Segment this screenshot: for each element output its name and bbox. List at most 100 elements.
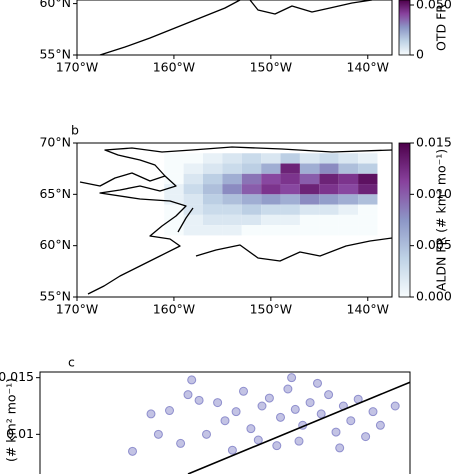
heat-cell — [203, 153, 223, 164]
heat-cell — [338, 173, 359, 185]
map-frame — [76, 0, 393, 56]
heat-cell — [164, 225, 184, 236]
colorbar — [398, 0, 411, 56]
heat-cell — [222, 184, 242, 195]
heat-cell — [319, 184, 339, 195]
y-tick-label: 65°N — [39, 186, 71, 201]
x-tick-label: 150°W — [250, 302, 292, 317]
heat-cell — [261, 225, 281, 236]
heat-cell — [338, 225, 359, 236]
heat-cell — [319, 214, 339, 226]
heat-cell — [319, 173, 339, 185]
scatter-point — [231, 407, 241, 417]
scatter-point — [283, 384, 293, 394]
scatter-point — [183, 390, 193, 400]
heat-cell — [280, 225, 300, 236]
colorbar — [398, 142, 411, 298]
heat-cell — [299, 173, 320, 185]
heat-cell — [241, 204, 262, 215]
heat-cell — [299, 214, 320, 226]
scatter-point — [239, 386, 248, 396]
map-b-cells — [164, 153, 378, 236]
heat-cell — [261, 173, 281, 185]
x-tick-label: 170°W — [56, 60, 98, 75]
heat-cell — [203, 225, 223, 236]
scatter-point — [257, 401, 267, 411]
y-tick-label: 60°N — [39, 237, 71, 252]
coastline — [177, 207, 392, 262]
heat-cell — [241, 153, 262, 164]
scatter-point — [202, 429, 211, 439]
heat-cell — [183, 184, 203, 195]
heat-cell — [319, 153, 339, 164]
heat-cell — [164, 204, 184, 215]
heat-cell — [222, 204, 242, 215]
heat-cell — [261, 194, 281, 205]
panel-label: c — [68, 355, 75, 370]
heat-cell — [183, 153, 203, 164]
scatter-point — [324, 390, 334, 400]
heat-cell — [358, 153, 378, 164]
y-tick-label: 55°N — [39, 47, 71, 62]
scatter-point — [331, 427, 341, 437]
heat-cell — [241, 173, 262, 185]
scatter-point — [375, 420, 385, 430]
colorbar-label: OTD FR — [434, 4, 449, 51]
heat-cell — [261, 153, 281, 164]
scatter-point — [290, 404, 300, 414]
x-tick-label: 150°W — [250, 60, 292, 75]
heat-cell — [183, 173, 203, 185]
heat-cell — [222, 214, 242, 226]
heat-cell — [358, 184, 378, 195]
heat-cell — [203, 173, 223, 185]
heat-cell — [299, 225, 320, 236]
heat-cell — [164, 184, 184, 195]
heat-cell — [241, 214, 262, 226]
scatter-point — [335, 443, 345, 453]
heat-cell — [203, 204, 223, 215]
heat-cell — [280, 194, 300, 205]
scatter-point — [346, 416, 356, 426]
heat-cell — [338, 184, 359, 195]
panel-label: b — [71, 123, 79, 138]
x-tick-label: 160°W — [153, 60, 195, 75]
scatter-point — [316, 409, 326, 419]
heat-cell — [280, 214, 300, 226]
heat-cell — [280, 153, 300, 164]
heat-cell — [222, 153, 242, 164]
heat-cell — [299, 204, 320, 215]
heat-cell — [222, 173, 242, 185]
heat-cell — [164, 214, 184, 226]
heat-cell — [299, 194, 320, 205]
heat-cell — [299, 184, 320, 195]
scatter-point — [313, 378, 322, 388]
heat-cell — [261, 184, 281, 195]
heat-cell — [183, 225, 203, 236]
coastline — [87, 175, 187, 295]
heat-cell — [358, 194, 378, 205]
colorbar-tick-label: 0.005 — [416, 237, 452, 252]
scatter-points — [128, 373, 410, 474]
heat-cell — [164, 153, 184, 164]
heat-cell — [183, 163, 203, 174]
scatter-point — [176, 438, 186, 448]
colorbar-tick-label: 0.010 — [416, 186, 452, 201]
heat-cell — [203, 214, 223, 226]
heat-cell — [164, 194, 184, 205]
heat-cell — [338, 194, 359, 205]
heat-cell — [358, 163, 378, 174]
axes-frame — [39, 371, 411, 474]
coastline — [79, 146, 392, 187]
scatter-point — [146, 409, 156, 419]
scatter-point — [287, 373, 297, 383]
coastlines — [79, 146, 392, 295]
heat-cell — [261, 204, 281, 215]
colorbar-tick-label: 0.050 — [416, 0, 452, 12]
colorbar-label: ALDN FR (# km² mo⁻¹) — [434, 149, 449, 291]
heat-cell — [338, 204, 359, 215]
heat-cell — [299, 163, 320, 174]
scatter-point — [272, 441, 282, 451]
colorbar-tick-label: 0.000 — [416, 289, 452, 304]
heat-cell — [203, 163, 223, 174]
